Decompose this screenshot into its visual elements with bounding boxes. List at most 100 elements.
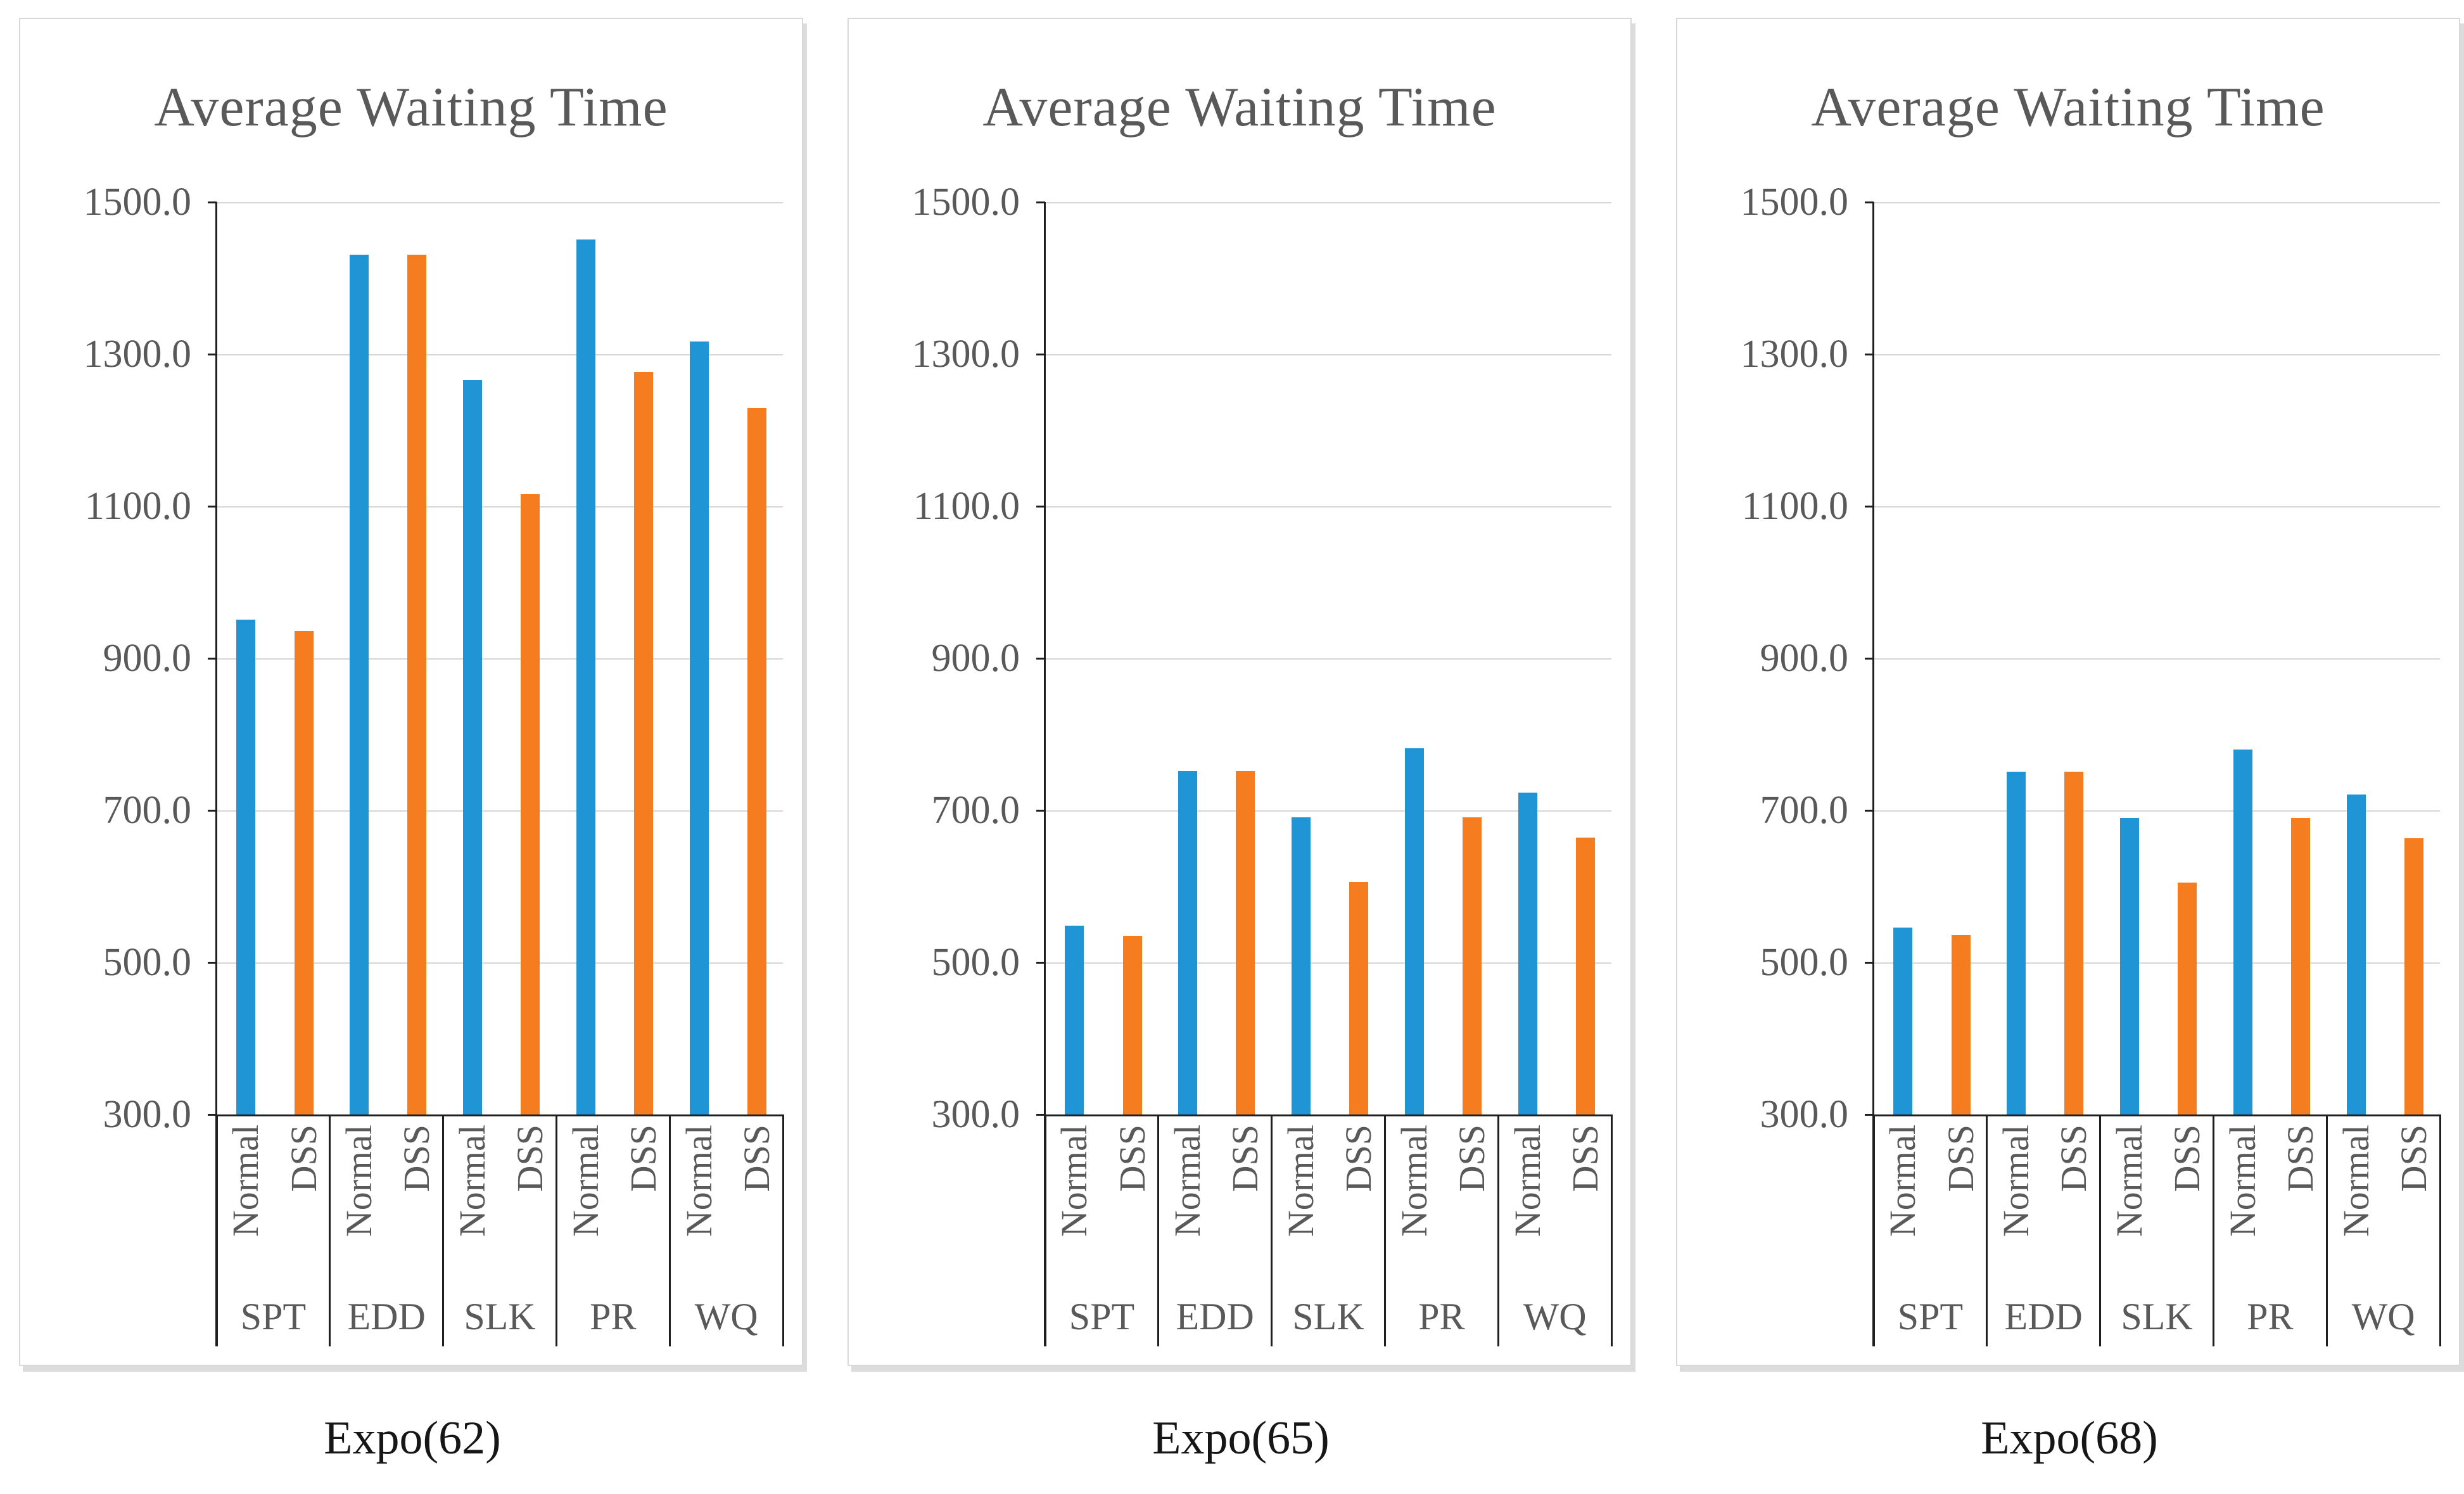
bar-normal-spt [236, 619, 256, 1114]
y-axis-tick-mark [1865, 810, 1874, 812]
bar-dss-slk [2178, 883, 2197, 1114]
x-sublabel-normal-wq: Normal [678, 1125, 720, 1237]
y-axis-tick-mark [1036, 354, 1045, 355]
x-group-label-spt: SPT [1069, 1296, 1135, 1338]
y-axis-tick-label: 900.0 [931, 637, 1020, 680]
chart-title: Average Waiting Time [154, 77, 668, 138]
bar-dss-pr [2291, 818, 2311, 1114]
x-sublabel-dss-edd: DSS [396, 1125, 438, 1192]
x-sublabel-dss-slk: DSS [1338, 1125, 1380, 1192]
x-axis-group-separator [2099, 1114, 2102, 1346]
gridline-1300.0 [1046, 354, 1611, 355]
x-group-label-pr: PR [1418, 1296, 1465, 1338]
x-axis-group-separator [1044, 1114, 1046, 1346]
gridline-700.0 [1874, 810, 2440, 812]
bar-dss-spt [1951, 935, 1971, 1114]
gridline-500.0 [1046, 962, 1611, 964]
x-sublabel-normal-edd: Normal [1995, 1125, 2037, 1237]
x-axis-group-separator [1271, 1114, 1273, 1346]
y-axis-tick-label: 900.0 [1760, 637, 1849, 680]
x-group-label-wq: WQ [2351, 1296, 2415, 1338]
gridline-900.0 [217, 658, 783, 660]
chart-panel-expo65: Average Waiting Time 1500.0 1300.0 1100.0 9… [848, 18, 1632, 1366]
y-axis-line [1044, 202, 1046, 1346]
chart-caption: Expo(62) [324, 1412, 501, 1464]
y-axis-tick-label: 300.0 [1760, 1093, 1849, 1136]
x-axis-line [215, 1114, 783, 1116]
gridline-1100.0 [1874, 506, 2440, 508]
y-axis-tick-mark [208, 810, 217, 812]
charts-row: Average Waiting Time 1500.0 1300.0 1100.0 9… [19, 18, 2463, 1465]
x-sublabel-normal-slk: Normal [1280, 1125, 1322, 1237]
gridline-1300.0 [217, 354, 783, 355]
x-sublabel-normal-pr: Normal [2221, 1125, 2263, 1237]
y-axis-tick-mark [1036, 506, 1045, 508]
y-axis-tick-label: 1500.0 [83, 181, 192, 224]
y-axis-tick-mark [1865, 1114, 1874, 1116]
bar-normal-pr [1404, 748, 1424, 1114]
bar-normal-spt [1065, 926, 1084, 1114]
bar-dss-slk [521, 494, 540, 1114]
x-axis-group-separator [2439, 1114, 2441, 1346]
y-axis-tick-label: 700.0 [103, 789, 192, 832]
x-sublabel-dss-pr: DSS [623, 1125, 664, 1192]
bar-normal-slk [2120, 818, 2140, 1114]
bar-dss-edd [407, 254, 427, 1114]
bar-normal-spt [1893, 927, 1913, 1114]
x-axis-group-separator [442, 1114, 445, 1346]
x-sublabel-dss-slk: DSS [509, 1125, 551, 1192]
y-axis-tick-mark [1865, 658, 1874, 660]
gridline-500.0 [217, 962, 783, 964]
x-sublabel-dss-edd: DSS [2053, 1125, 2095, 1192]
gridline-1100.0 [217, 506, 783, 508]
bar-dss-wq [747, 408, 766, 1114]
bar-dss-wq [1575, 838, 1595, 1114]
x-sublabel-normal-wq: Normal [1506, 1125, 1548, 1237]
y-axis-tick-label: 1100.0 [84, 485, 191, 528]
bar-normal-edd [2007, 771, 2026, 1114]
chart-panel-expo62: Average Waiting Time 1500.0 1300.0 1100.0 9… [19, 18, 803, 1366]
x-sublabel-normal-spt: Normal [1053, 1125, 1095, 1237]
y-axis-tick-mark [208, 658, 217, 660]
y-axis-tick-mark [1036, 201, 1045, 203]
bar-normal-slk [463, 380, 483, 1114]
y-axis-tick-label: 300.0 [103, 1093, 192, 1136]
chart-panel-expo68: Average Waiting Time 1500.0 1300.0 1100.0 9… [1676, 18, 2460, 1366]
bar-dss-spt [294, 630, 314, 1114]
chart-title: Average Waiting Time [982, 77, 1497, 138]
x-sublabel-normal-slk: Normal [452, 1125, 493, 1237]
bar-dss-edd [2064, 771, 2084, 1114]
bar-dss-spt [1122, 936, 1142, 1114]
y-axis-tick-label: 500.0 [931, 941, 1020, 984]
x-group-label-edd: EDD [2004, 1296, 2083, 1338]
gridline-1500.0 [1874, 202, 2440, 203]
y-axis-tick-mark [1036, 810, 1045, 812]
chart-block: Average Waiting Time 1500.0 1300.0 1100.0 9… [848, 18, 1634, 1465]
y-axis-tick-label: 700.0 [1760, 789, 1849, 832]
y-axis-tick-label: 500.0 [103, 941, 192, 984]
x-sublabel-dss-wq: DSS [1564, 1125, 1606, 1192]
y-axis-line [1872, 202, 1874, 1346]
x-axis-group-separator [1872, 1114, 1875, 1346]
y-axis-tick-mark [208, 201, 217, 203]
x-sublabel-normal-slk: Normal [2109, 1125, 2150, 1237]
y-axis-tick-label: 1100.0 [913, 485, 1020, 528]
x-axis-group-separator [555, 1114, 557, 1346]
x-group-label-spt: SPT [1897, 1296, 1964, 1338]
x-axis-group-separator [2325, 1114, 2328, 1346]
gridline-700.0 [1046, 810, 1611, 812]
gridline-500.0 [1874, 962, 2440, 964]
chart-block: Average Waiting Time 1500.0 1300.0 1100.0 9… [1676, 18, 2463, 1465]
x-axis-group-separator [2212, 1114, 2214, 1346]
bar-normal-pr [2233, 750, 2252, 1114]
x-sublabel-dss-spt: DSS [283, 1125, 324, 1192]
x-group-label-edd: EDD [1176, 1296, 1254, 1338]
bar-normal-wq [689, 341, 709, 1114]
gridline-1500.0 [217, 202, 783, 203]
x-axis-group-separator [215, 1114, 218, 1346]
x-axis-group-separator [1497, 1114, 1499, 1346]
bar-normal-slk [1292, 817, 1311, 1114]
x-group-label-pr: PR [2247, 1296, 2294, 1338]
gridline-1100.0 [1046, 506, 1611, 508]
x-axis-group-separator [329, 1114, 331, 1346]
